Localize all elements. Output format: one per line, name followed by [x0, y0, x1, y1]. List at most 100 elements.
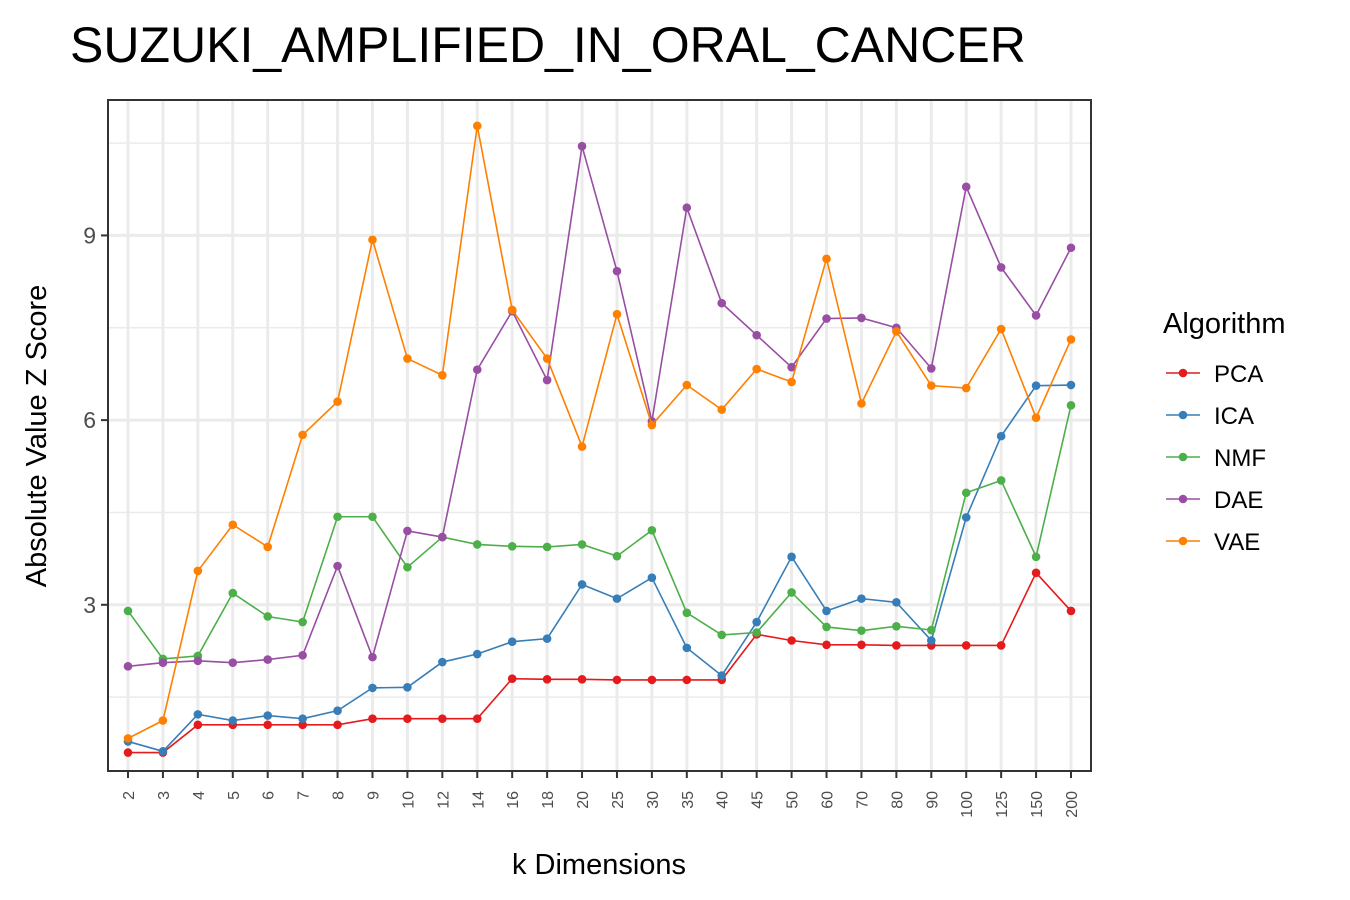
data-point-ica: [857, 594, 866, 603]
data-point-vae: [193, 566, 203, 576]
data-point-vae: [787, 377, 796, 387]
series-line-nmf: [127, 405, 1072, 660]
data-point-pca: [438, 714, 447, 723]
legend-label: DAE: [1214, 487, 1263, 514]
data-point-pca: [403, 714, 412, 723]
data-point-vae: [542, 354, 552, 363]
data-point-ica: [926, 636, 936, 645]
data-point-ica: [961, 513, 971, 522]
data-point-dae: [926, 364, 936, 373]
series-line-vae: [127, 125, 1072, 740]
legend: Algorithm PCA ICA NMF DAE VAE: [1163, 308, 1286, 556]
data-point-dae: [752, 330, 761, 340]
chart-title: SUZUKI_AMPLIFIED_IN_ORAL_CANCER: [70, 17, 1026, 73]
y-axis-title: Absolute Value Z Score: [21, 285, 53, 588]
data-point-dae: [123, 662, 133, 671]
x-tick-label: 50: [785, 791, 802, 809]
x-tick-label: 7: [296, 791, 313, 800]
data-point-pca: [193, 720, 203, 730]
data-point-pca: [542, 674, 552, 684]
data-point-ica: [368, 683, 377, 693]
data-point-pca: [263, 720, 273, 730]
data-point-dae: [298, 650, 307, 660]
x-tick-label: 9: [365, 791, 382, 800]
data-point-vae: [228, 520, 238, 530]
data-point-dae: [717, 298, 727, 308]
y-tick-label: 6: [83, 407, 96, 433]
data-point-ica: [228, 716, 238, 725]
data-point-nmf: [717, 630, 727, 640]
x-tick-label: 30: [645, 791, 662, 809]
data-point-ica: [403, 682, 412, 692]
data-point-vae: [682, 380, 692, 390]
data-point-vae: [1066, 335, 1076, 344]
data-point-vae: [577, 442, 587, 451]
y-tick-label: 3: [83, 592, 96, 618]
data-point-nmf: [752, 628, 761, 637]
data-point-nmf: [682, 608, 692, 618]
x-tick-label: 150: [1029, 791, 1046, 818]
data-point-pca: [1066, 606, 1076, 616]
plot-frame: [107, 99, 1092, 772]
data-point-nmf: [403, 562, 412, 572]
data-point-nmf: [368, 512, 377, 522]
data-point-ica: [612, 594, 622, 603]
x-tick-label: 8: [331, 791, 348, 800]
x-tick-label: 200: [1064, 791, 1081, 818]
data-point-vae: [717, 405, 727, 414]
x-tick-label: 125: [994, 791, 1011, 818]
x-tick-label: 12: [435, 791, 452, 809]
data-point-pca: [612, 675, 622, 685]
data-point-vae: [368, 235, 377, 245]
data-point-vae: [438, 370, 447, 380]
data-point-pca: [298, 720, 307, 730]
series-ica: [123, 380, 1076, 756]
data-point-vae: [158, 716, 168, 725]
legend-label: VAE: [1214, 529, 1260, 556]
data-point-ica: [996, 431, 1006, 441]
data-point-ica: [507, 637, 517, 647]
data-point-dae: [822, 314, 831, 323]
data-point-vae: [612, 309, 622, 319]
data-point-vae: [752, 364, 761, 374]
data-point-nmf: [892, 622, 901, 631]
legend-swatch-point: [1178, 368, 1188, 378]
data-point-dae: [996, 263, 1006, 272]
data-point-vae: [996, 324, 1006, 334]
data-point-nmf: [228, 588, 238, 598]
data-point-ica: [787, 552, 796, 562]
data-point-ica: [717, 671, 727, 680]
data-point-nmf: [996, 476, 1006, 485]
data-point-dae: [542, 375, 552, 385]
data-point-nmf: [822, 622, 831, 632]
data-point-dae: [228, 658, 238, 667]
x-tick-label: 6: [261, 791, 278, 800]
data-point-vae: [822, 254, 831, 264]
legend-label: NMF: [1214, 445, 1266, 472]
data-point-pca: [472, 714, 482, 723]
data-point-ica: [752, 617, 761, 627]
data-point-nmf: [263, 612, 273, 621]
data-point-ica: [472, 649, 482, 659]
data-point-nmf: [123, 606, 133, 616]
data-point-dae: [438, 532, 447, 542]
data-point-vae: [472, 121, 482, 131]
data-point-vae: [647, 420, 657, 430]
data-point-dae: [193, 656, 203, 666]
x-tick-label: 3: [156, 791, 173, 800]
x-tick-label: 60: [820, 791, 837, 809]
x-tick-label: 70: [854, 791, 871, 809]
data-point-pca: [996, 641, 1006, 650]
data-point-nmf: [577, 540, 587, 549]
legend-swatch-point: [1178, 494, 1188, 504]
x-tick-label: 35: [680, 791, 697, 809]
data-point-ica: [193, 710, 203, 719]
data-point-pca: [577, 674, 587, 684]
data-point-ica: [438, 657, 447, 667]
legend-item-ica: ICA: [1166, 403, 1254, 430]
data-point-dae: [1066, 243, 1076, 253]
x-tick-label: 45: [750, 791, 767, 809]
data-point-pca: [787, 636, 796, 645]
